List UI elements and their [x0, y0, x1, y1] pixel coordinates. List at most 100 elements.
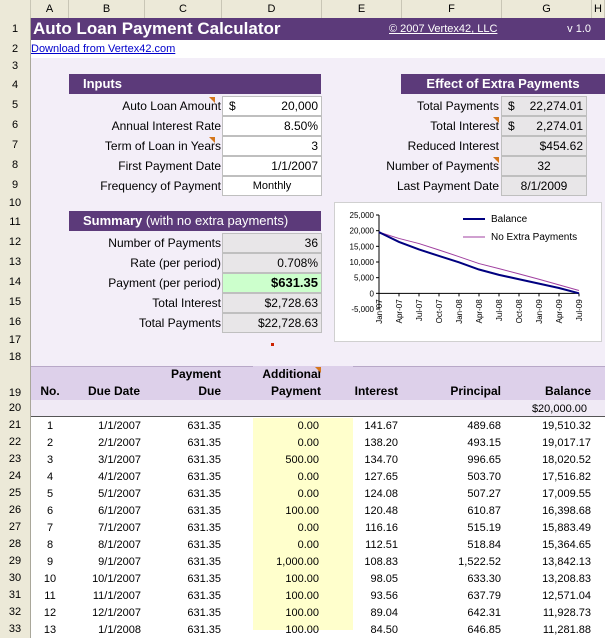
row-additional-payment[interactable]: 100.00 [285, 607, 319, 619]
effect-value: $454.62 [539, 139, 583, 153]
row-additional-payment[interactable]: 0.00 [297, 522, 319, 534]
row-header-11[interactable]: 11 [0, 212, 31, 232]
input-field[interactable] [222, 116, 322, 136]
title-banner [31, 18, 605, 40]
column-header-h[interactable]: H [592, 0, 605, 18]
row-header-2[interactable]: 2 [0, 40, 31, 58]
download-link[interactable]: Download from Vertex42.com [31, 43, 176, 55]
row-header-23[interactable]: 23 [0, 451, 31, 468]
row-header-32[interactable]: 32 [0, 604, 31, 621]
chart-y-tick-label: -5,000 [351, 305, 374, 314]
input-value[interactable]: Monthly [252, 180, 292, 192]
row-additional-payment[interactable]: 0.00 [297, 437, 319, 449]
column-header-f[interactable]: F [402, 0, 502, 18]
row-header-31[interactable]: 31 [0, 587, 31, 604]
row-header-3[interactable]: 3 [0, 58, 31, 75]
column-header-e[interactable]: E [322, 0, 402, 18]
comment-indicator-icon[interactable] [209, 137, 215, 143]
row-header-29[interactable]: 29 [0, 553, 31, 570]
chart-y-tick-label: 25,000 [350, 211, 375, 220]
effect-label: Reduced Interest [407, 139, 499, 153]
row-header-10[interactable]: 10 [0, 195, 31, 212]
row-header-14[interactable]: 14 [0, 272, 31, 292]
row-additional-payment[interactable]: 500.00 [285, 454, 319, 466]
row-no: 13 [43, 624, 57, 636]
row-header-19[interactable]: 19 [0, 366, 31, 400]
row-header-12[interactable]: 12 [0, 232, 31, 252]
red-marker [271, 343, 274, 346]
input-field[interactable] [222, 156, 322, 176]
column-header-c[interactable]: C [145, 0, 222, 18]
select-all-corner[interactable] [0, 0, 31, 18]
row-balance: 15,364.65 [542, 539, 591, 551]
row-header-7[interactable]: 7 [0, 135, 31, 155]
row-header-18[interactable]: 18 [0, 349, 31, 366]
row-principal: 489.68 [467, 420, 501, 432]
comment-indicator-icon[interactable] [493, 117, 499, 123]
chart-series-line [378, 231, 580, 291]
row-additional-payment[interactable]: 100.00 [285, 624, 319, 636]
row-header-4[interactable]: 4 [0, 75, 31, 95]
comment-indicator-icon[interactable] [315, 367, 321, 373]
row-principal: 646.85 [467, 624, 501, 636]
column-header-d[interactable]: D [222, 0, 322, 18]
row-additional-payment[interactable]: 0.00 [297, 471, 319, 483]
input-value[interactable]: 3 [311, 139, 318, 153]
copyright-link[interactable]: © 2007 Vertex42, LLC [389, 23, 498, 35]
row-additional-payment[interactable]: 100.00 [285, 573, 319, 585]
row-due-date: 6/1/2007 [98, 505, 141, 517]
comment-indicator-icon[interactable] [493, 157, 499, 163]
row-header-6[interactable]: 6 [0, 115, 31, 135]
summary-title: Summary [83, 213, 143, 228]
row-header-20[interactable]: 20 [0, 400, 31, 417]
effect-value: 2,274.01 [536, 119, 583, 133]
row-header-5[interactable]: 5 [0, 95, 31, 115]
input-label: First Payment Date [118, 159, 221, 173]
comment-indicator-icon[interactable] [209, 97, 215, 103]
row-header-8[interactable]: 8 [0, 155, 31, 175]
row-additional-payment[interactable]: 1,000.00 [276, 556, 319, 568]
row-header-17[interactable]: 17 [0, 332, 31, 349]
row-header-27[interactable]: 27 [0, 519, 31, 536]
input-value[interactable]: 1/1/2007 [271, 159, 318, 173]
effect-label: Total Payments [416, 99, 499, 113]
input-field[interactable] [222, 136, 322, 156]
row-header-25[interactable]: 25 [0, 485, 31, 502]
column-header-b[interactable]: B [69, 0, 145, 18]
input-field[interactable] [222, 176, 322, 196]
input-field[interactable] [222, 96, 322, 116]
row-header-16[interactable]: 16 [0, 312, 31, 332]
row-header-15[interactable]: 15 [0, 292, 31, 312]
effect-value-box [501, 116, 587, 136]
row-payment-due: 631.35 [187, 590, 221, 602]
row-additional-payment[interactable]: 0.00 [297, 488, 319, 500]
row-balance: 15,883.49 [542, 522, 591, 534]
row-header-28[interactable]: 28 [0, 536, 31, 553]
input-value[interactable]: 20,000 [281, 99, 318, 113]
row-principal: 642.31 [467, 607, 501, 619]
row-principal: 633.30 [467, 573, 501, 585]
row-additional-payment[interactable]: 100.00 [285, 505, 319, 517]
row-due-date: 8/1/2007 [98, 539, 141, 551]
column-header-g[interactable]: G [502, 0, 592, 18]
summary-label: Number of Payments [108, 236, 221, 250]
column-header-a[interactable]: A [31, 0, 69, 18]
balance-chart[interactable]: 25,000 20,000 15,000 10,000 5,000 0 -5,000 Jan-… [334, 202, 602, 342]
row-interest: 116.16 [365, 522, 398, 534]
row-additional-payment[interactable]: 100.00 [285, 590, 319, 602]
row-header-13[interactable]: 13 [0, 252, 31, 272]
row-header-26[interactable]: 26 [0, 502, 31, 519]
row-balance: 11,281.88 [542, 624, 591, 636]
row-header-22[interactable]: 22 [0, 434, 31, 451]
row-additional-payment[interactable]: 0.00 [297, 420, 319, 432]
row-additional-payment[interactable]: 0.00 [297, 539, 319, 551]
row-header-24[interactable]: 24 [0, 468, 31, 485]
row-header-1[interactable]: 1 [0, 18, 31, 40]
row-header-30[interactable]: 30 [0, 570, 31, 587]
input-value[interactable]: 8.50% [283, 119, 318, 133]
row-header-9[interactable]: 9 [0, 175, 31, 195]
row-principal: 637.79 [467, 590, 501, 602]
row-header-21[interactable]: 21 [0, 417, 31, 434]
chart-x-tick-label: Jan-07 [375, 299, 384, 324]
row-principal: 610.87 [467, 505, 501, 517]
